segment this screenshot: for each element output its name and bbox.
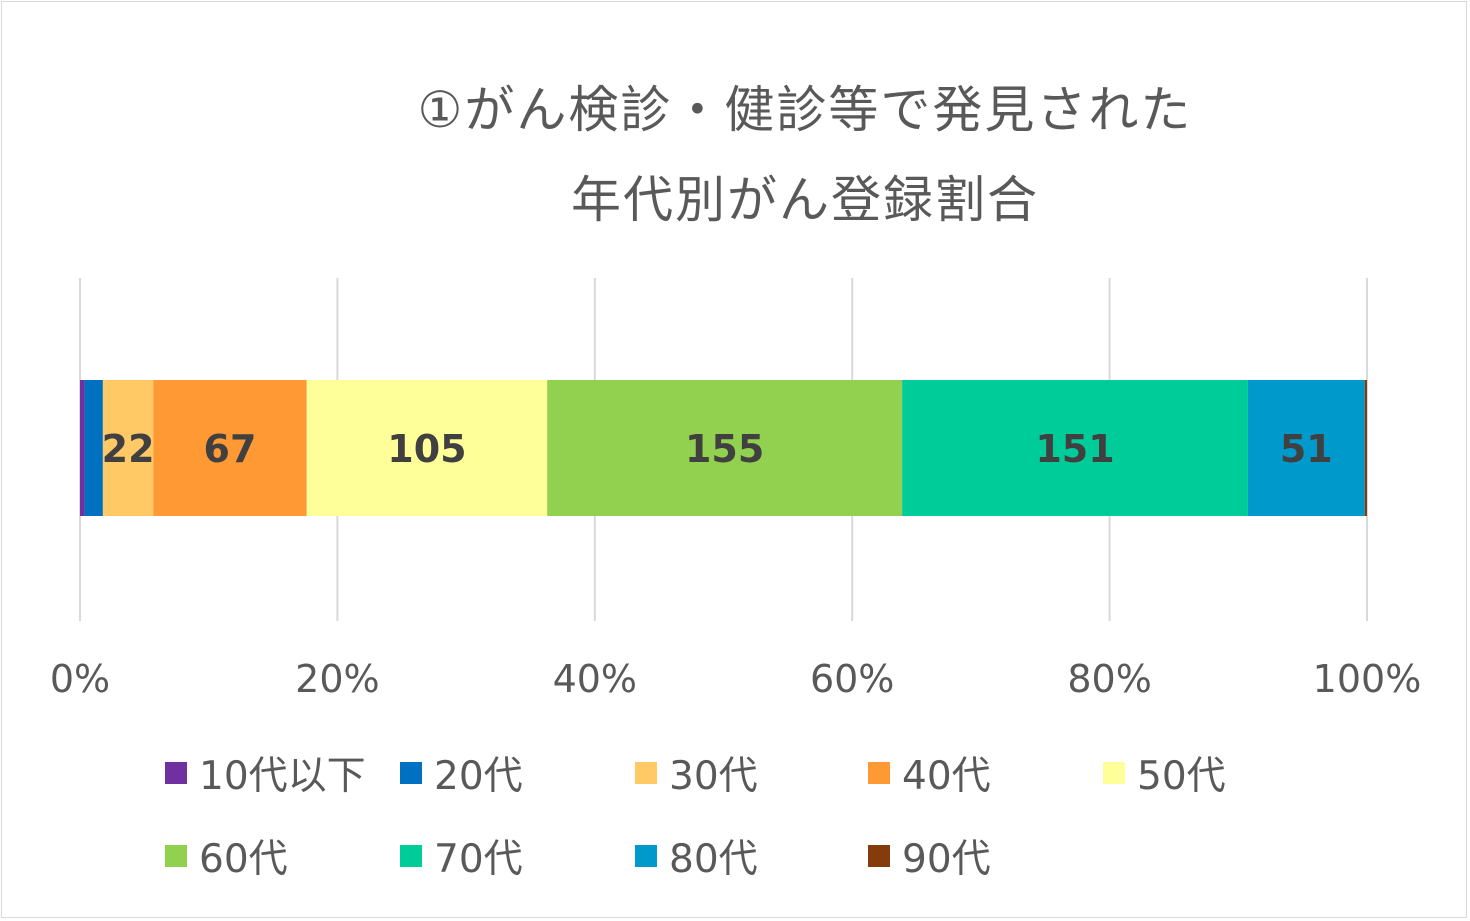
legend-label: 30代 [669, 754, 758, 799]
legend-swatch [400, 762, 422, 784]
legend-label: 60代 [199, 837, 288, 882]
legend-item-3: 40代 [868, 751, 991, 799]
bar-segment-0 [80, 380, 85, 516]
bar-segment-3 [153, 380, 307, 516]
bar-segment-4 [306, 380, 548, 516]
bar-segment-8 [1364, 380, 1367, 516]
legend-swatch [868, 762, 890, 784]
legend-swatch [1103, 762, 1125, 784]
chart-title-line-2: 年代別がん登録割合 [571, 171, 1039, 229]
bar-segment-6 [902, 380, 1248, 516]
data-label-2: 22 [102, 427, 155, 471]
legend-swatch [635, 762, 657, 784]
legend-item-0: 10代以下 [165, 751, 366, 799]
data-label-3: 67 [204, 427, 257, 471]
data-label-7: 51 [1280, 427, 1333, 471]
legend-swatch [635, 845, 657, 867]
bar-segment-5 [547, 380, 903, 516]
data-label-5: 155 [685, 427, 764, 471]
legend-swatch [165, 845, 187, 867]
legend-label: 80代 [669, 837, 758, 882]
data-label-6: 151 [1035, 427, 1114, 471]
legend-item-8: 90代 [868, 834, 991, 882]
x-tick-label-1: 20% [295, 657, 379, 701]
bar-segment-1 [84, 380, 103, 516]
chart-title-line-1: ①がん検診・健診等で発見された [417, 81, 1193, 139]
x-tick-label-4: 80% [1067, 657, 1151, 701]
legend-item-7: 80代 [635, 834, 758, 882]
legend-item-5: 60代 [165, 834, 288, 882]
legend-swatch [165, 762, 187, 784]
legend-label: 70代 [434, 837, 523, 882]
x-tick-label-2: 40% [553, 657, 637, 701]
legend-swatch [400, 845, 422, 867]
x-tick-label-3: 60% [810, 657, 894, 701]
legend-swatch [868, 845, 890, 867]
bar-segment-2 [102, 380, 154, 516]
legend-label: 90代 [902, 837, 991, 882]
legend-item-2: 30代 [635, 751, 758, 799]
x-tick-label-5: 100% [1313, 657, 1422, 701]
legend-label: 10代以下 [199, 754, 366, 799]
legend-item-4: 50代 [1103, 751, 1226, 799]
legend-item-6: 70代 [400, 834, 523, 882]
x-tick-label-0: 0% [50, 657, 110, 701]
legend-label: 40代 [902, 754, 991, 799]
legend-item-1: 20代 [400, 751, 523, 799]
legend-label: 50代 [1137, 754, 1226, 799]
bar-segment-7 [1247, 380, 1365, 516]
legend-label: 20代 [434, 754, 523, 799]
data-label-4: 105 [387, 427, 466, 471]
